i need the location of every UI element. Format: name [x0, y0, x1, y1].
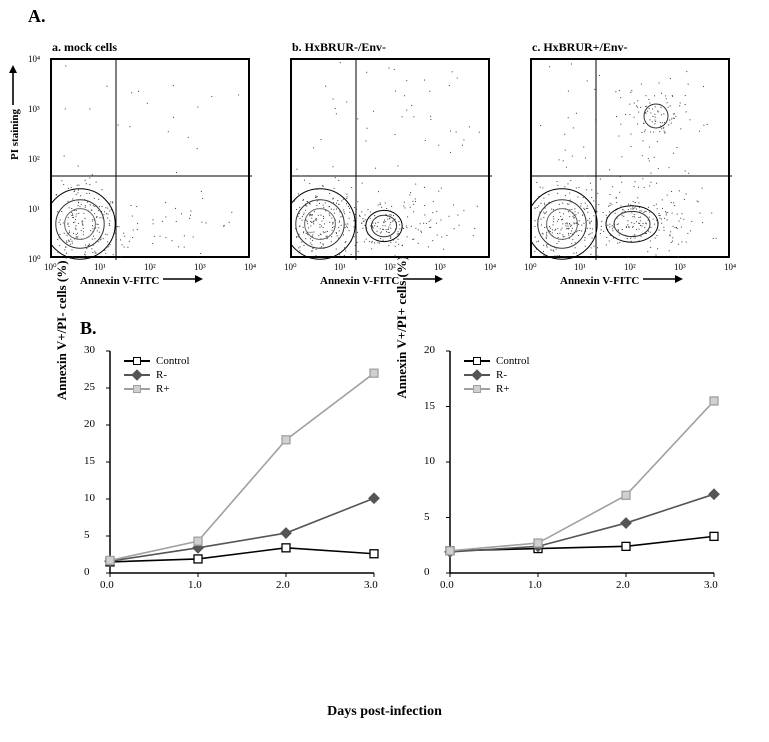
facs-plots-row: a. mock cells10⁰10¹10²10³10⁴10⁰10¹10²10³… — [20, 40, 750, 300]
facs-plot: 10⁰10¹10²10³10⁴ — [290, 58, 490, 258]
chart-xtick: 1.0 — [188, 579, 202, 591]
facs-ytick: 10² — [28, 154, 40, 164]
chart-xtick: 1.0 — [528, 579, 542, 591]
facs-xtick: 10¹ — [574, 262, 586, 272]
facs-xtick: 10¹ — [94, 262, 106, 272]
legend-label: Control — [496, 355, 530, 367]
legend-item: R- — [464, 369, 530, 381]
facs-ytick: 10⁰ — [28, 254, 41, 265]
chart-xtick: 3.0 — [364, 579, 378, 591]
chart-ytick: 30 — [84, 344, 95, 356]
annexin-axis-label: Annexin V-FITC — [80, 274, 203, 287]
arrow-icon — [163, 274, 203, 287]
legend-label: R- — [156, 369, 167, 381]
chart-xtick: 2.0 — [616, 579, 630, 591]
legend-label: R- — [496, 369, 507, 381]
chart-ytick: 25 — [84, 381, 95, 393]
pi-staining-text: PI staining — [9, 109, 21, 160]
chart-ytick: 0 — [424, 566, 430, 578]
chart-ytick: 15 — [424, 400, 435, 412]
legend-label: Control — [156, 355, 190, 367]
facs-ytick: 10³ — [28, 104, 40, 114]
annexin-axis-label: Annexin V-FITC — [320, 274, 443, 287]
legend-item: Control — [124, 355, 190, 367]
legend-item: Control — [464, 355, 530, 367]
facs-xtick: 10² — [624, 262, 636, 272]
chart-xtick: 0.0 — [440, 579, 454, 591]
annexin-text: Annexin V-FITC — [560, 275, 639, 287]
facs-plot: 10⁰10¹10²10³10⁴10⁰10¹10²10³10⁴ — [50, 58, 250, 258]
facs-xtick: 10⁰ — [284, 262, 297, 273]
facs-xtick: 10⁴ — [724, 262, 736, 272]
facs-xtick: 10³ — [434, 262, 446, 272]
line-chart: Annexin V+/PI+ cells (%)051015200.01.02.… — [440, 345, 720, 595]
panel-b-label: B. — [80, 318, 97, 339]
chart-legend: Control R- R+ — [464, 355, 530, 397]
line-chart: Annexin V+/PI- cells (%)0510152025300.01… — [100, 345, 380, 595]
facs-plot: 10⁰10¹10²10³10⁴ — [530, 58, 730, 258]
facs-xtick: 10⁰ — [524, 262, 537, 273]
arrow-icon — [643, 274, 683, 287]
chart-xtick: 0.0 — [100, 579, 114, 591]
facs-xtick: 10¹ — [334, 262, 346, 272]
annexin-axis-label: Annexin V-FITC — [560, 274, 683, 287]
panel-a-label: A. — [28, 6, 46, 27]
legend-label: R+ — [156, 383, 170, 395]
line-charts-row: Annexin V+/PI- cells (%)0510152025300.01… — [60, 345, 720, 625]
annexin-text: Annexin V-FITC — [320, 275, 399, 287]
chart-ytick: 20 — [84, 418, 95, 430]
chart-ytick: 0 — [84, 566, 90, 578]
chart-ytick: 15 — [84, 455, 95, 467]
facs-subplot-title: b. HxBRUR-/Env- — [292, 40, 386, 55]
facs-ytick: 10⁴ — [28, 54, 40, 64]
x-super-label: Days post-infection — [327, 704, 442, 720]
chart-ytick: 5 — [424, 511, 430, 523]
section-b: Annexin V+/PI- cells (%)0510152025300.01… — [60, 345, 720, 695]
legend-label: R+ — [496, 383, 510, 395]
chart-ylabel: Annexin V+/PI+ cells (%) — [394, 256, 410, 399]
section-a: PI staining a. mock cells10⁰10¹10²10³10⁴… — [20, 40, 750, 300]
facs-subplot-title: a. mock cells — [52, 40, 117, 55]
chart-ytick: 5 — [84, 529, 90, 541]
chart-ytick: 20 — [424, 344, 435, 356]
chart-ylabel: Annexin V+/PI- cells (%) — [54, 260, 70, 400]
chart-ytick: 10 — [84, 492, 95, 504]
facs-xtick: 10³ — [674, 262, 686, 272]
legend-item: R- — [124, 369, 190, 381]
legend-item: R+ — [124, 383, 190, 395]
chart-xtick: 3.0 — [704, 579, 718, 591]
facs-xtick: 10² — [144, 262, 156, 272]
facs-subplot-title: c. HxBRUR+/Env- — [532, 40, 628, 55]
facs-ytick: 10¹ — [28, 204, 40, 214]
chart-xtick: 2.0 — [276, 579, 290, 591]
facs-xtick: 10³ — [194, 262, 206, 272]
facs-xtick: 10⁴ — [244, 262, 256, 272]
legend-item: R+ — [464, 383, 530, 395]
annexin-text: Annexin V-FITC — [80, 275, 159, 287]
chart-legend: Control R- R+ — [124, 355, 190, 397]
chart-ytick: 10 — [424, 455, 435, 467]
facs-xtick: 10⁴ — [484, 262, 496, 272]
